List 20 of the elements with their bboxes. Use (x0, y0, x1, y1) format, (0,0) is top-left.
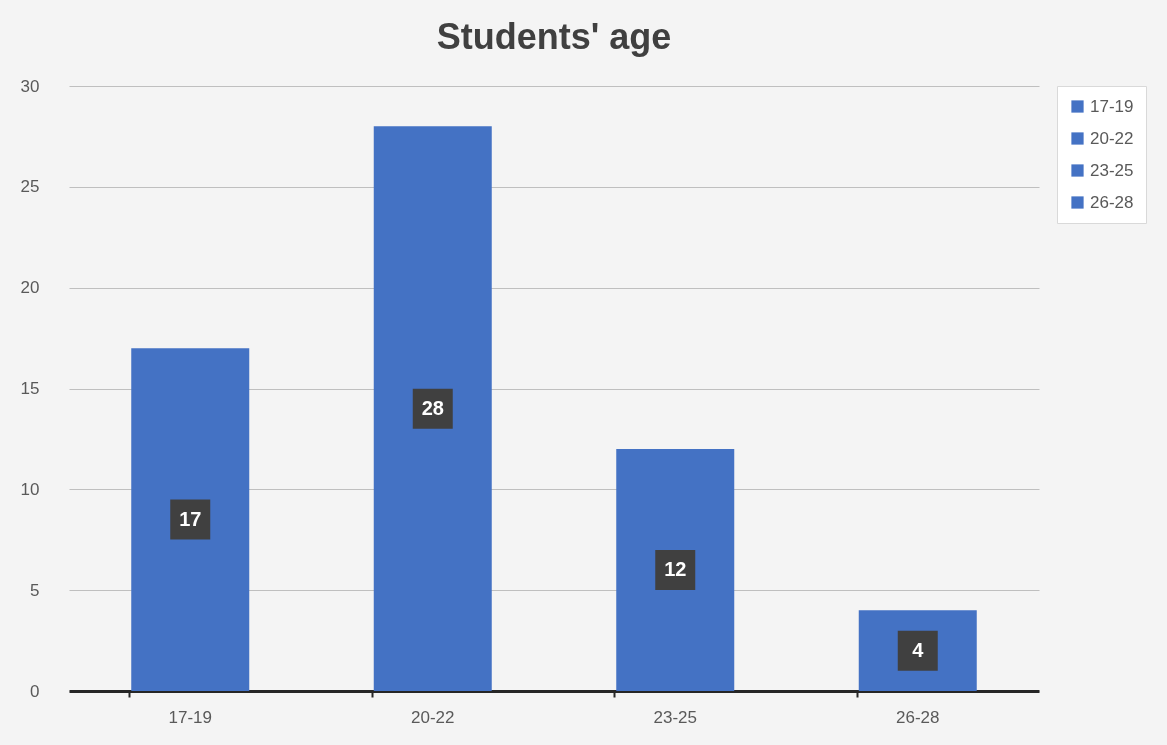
data-label: 4 (912, 638, 925, 661)
y-tick-label: 5 (30, 580, 40, 600)
x-tick-label: 26-28 (896, 707, 940, 727)
y-tick-label: 10 (20, 479, 40, 499)
legend-label: 26-28 (1090, 192, 1134, 212)
legend-label: 20-22 (1090, 128, 1134, 148)
data-label: 28 (421, 396, 444, 419)
legend-label: 17-19 (1090, 96, 1134, 116)
y-tick-label: 15 (20, 379, 40, 398)
y-tick-label: 25 (20, 177, 40, 197)
x-tick-label: 23-25 (653, 707, 697, 727)
x-tick-label: 17-19 (168, 707, 212, 727)
y-tick-label: 30 (20, 76, 40, 96)
data-label: 17 (179, 507, 202, 530)
y-tick-label: 20 (20, 278, 40, 298)
y-tick-label: 0 (30, 681, 40, 701)
x-tick-label: 20-22 (411, 707, 455, 727)
data-label: 12 (664, 558, 687, 580)
legend-label: 23-25 (1090, 160, 1134, 180)
chart-title: Students' age (436, 16, 672, 57)
